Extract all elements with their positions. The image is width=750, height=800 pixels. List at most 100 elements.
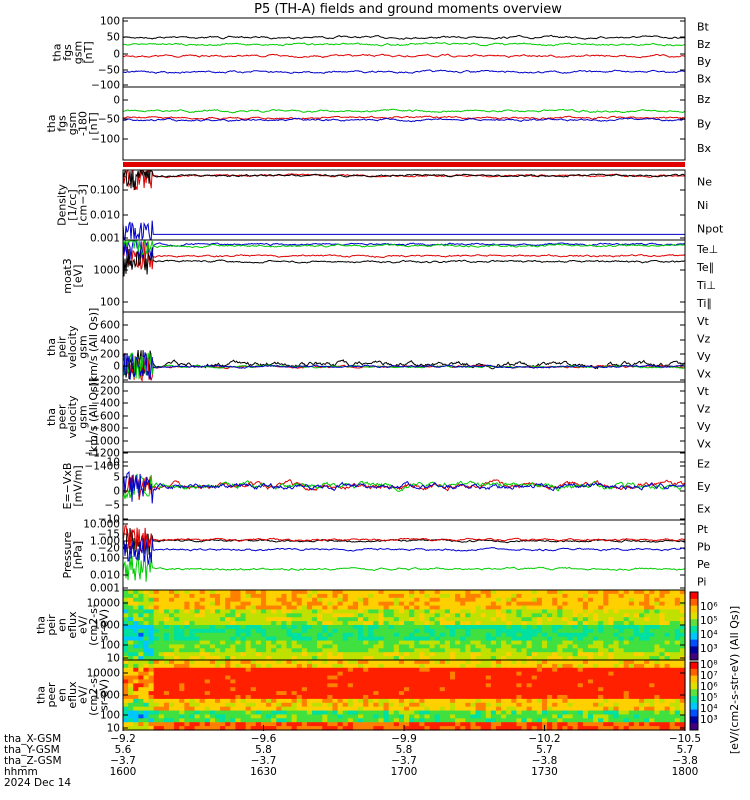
heatmap-cell [414,613,420,618]
heatmap-cell [209,683,216,688]
heatmap-cell [245,632,252,638]
heatmap-cell [337,640,344,646]
heatmap-cell [480,648,487,653]
heatmap-cell [536,636,543,642]
heatmap-cell [669,691,676,696]
heatmap-cell [669,652,676,657]
heatmap-cell [516,625,523,630]
heatmap-cell [199,652,206,657]
legend-entry: Bz [697,93,711,106]
heatmap-cell [276,718,282,723]
heatmap-cell [495,656,502,661]
heatmap-cell [679,652,686,657]
heatmap-cell [557,718,563,723]
heatmap-cell [664,667,671,673]
heatmap-cell [429,675,436,681]
heatmap-cell [184,613,191,618]
heatmap-cell [153,706,160,712]
heatmap-cell [679,613,686,618]
heatmap-cell [158,621,165,626]
colorbar-swatch [690,592,698,600]
heatmap-cell [209,718,216,723]
heatmap-cell [557,691,563,696]
heatmap-cell [301,695,308,700]
heatmap-cell [552,617,558,622]
heatmap-cell [429,609,436,614]
heatmap-cell [567,687,574,692]
heatmap-cell [639,628,645,634]
heatmap-cell [204,691,211,696]
heatmap-cell [633,593,640,599]
heatmap-cell [327,628,334,634]
heatmap-cell [286,625,293,630]
heatmap-cell [168,628,175,634]
heatmap-cell [240,617,247,622]
y-tick-label: −1400 [84,461,120,473]
heatmap-cell [363,695,369,700]
heatmap-cell [286,710,293,716]
heatmap-cell [312,648,318,653]
heatmap-cell [511,593,517,599]
heatmap-cell [434,644,441,649]
heatmap-cell [179,613,185,618]
heatmap-cell [506,714,512,719]
heatmap-cell [143,590,150,595]
heatmap-cell [220,660,226,665]
heatmap-cell [449,695,456,700]
heatmap-cell [266,644,272,649]
heatmap-cell [358,660,364,665]
heatmap-cell [163,671,170,677]
heatmap-cell [163,590,170,595]
heatmap-cell [373,644,380,649]
heatmap-cell [281,652,288,657]
heatmap-cell [296,632,303,638]
heatmap-cell [260,667,267,673]
heatmap-cell [598,722,604,727]
heatmap-cell [266,702,272,708]
heatmap-cell [383,687,390,692]
heatmap-cell [644,718,650,723]
heatmap-cell [281,698,288,704]
heatmap-cell [455,698,461,704]
heatmap-cell [317,718,323,723]
heatmap-cell [664,644,671,649]
heatmap-cell [388,675,395,681]
heatmap-cell [368,597,374,603]
heatmap-cell [301,687,308,692]
heatmap-cell [521,628,528,634]
heatmap-cell [470,640,477,646]
heatmap-cell [363,726,369,731]
heatmap-cell [312,609,318,614]
heatmap-cell [444,613,451,618]
heatmap-cell [214,601,221,607]
heatmap-cell [332,640,339,646]
flag-bar [123,162,685,167]
heatmap-cell [347,609,354,614]
x-axis-value: −10.2 [528,733,560,745]
heatmap-cell [383,617,390,622]
heatmap-cell [301,593,308,599]
heatmap-cell [363,593,369,599]
heatmap-cell [465,652,472,657]
heatmap-cell [495,648,502,653]
heatmap-cell [455,675,461,681]
heatmap-cell [480,628,487,634]
heatmap-cell [214,660,221,665]
heatmap-cell [271,593,277,599]
heatmap-cell [654,636,661,642]
heatmap-cell [608,702,615,708]
heatmap-cell [286,613,293,618]
heatmap-cell [526,613,533,618]
heatmap-cell [429,660,436,665]
heatmap-cell [133,675,139,681]
heatmap-cell [547,636,553,642]
heatmap-cell [347,698,354,704]
heatmap-cell [444,636,451,642]
heatmap-cell [332,687,339,692]
heatmap-cell [383,656,390,661]
heatmap-cell [511,675,517,681]
heatmap-cell [603,687,609,692]
heatmap-cell [240,628,247,634]
heatmap-cell [260,683,267,688]
heatmap-cell [225,636,231,642]
